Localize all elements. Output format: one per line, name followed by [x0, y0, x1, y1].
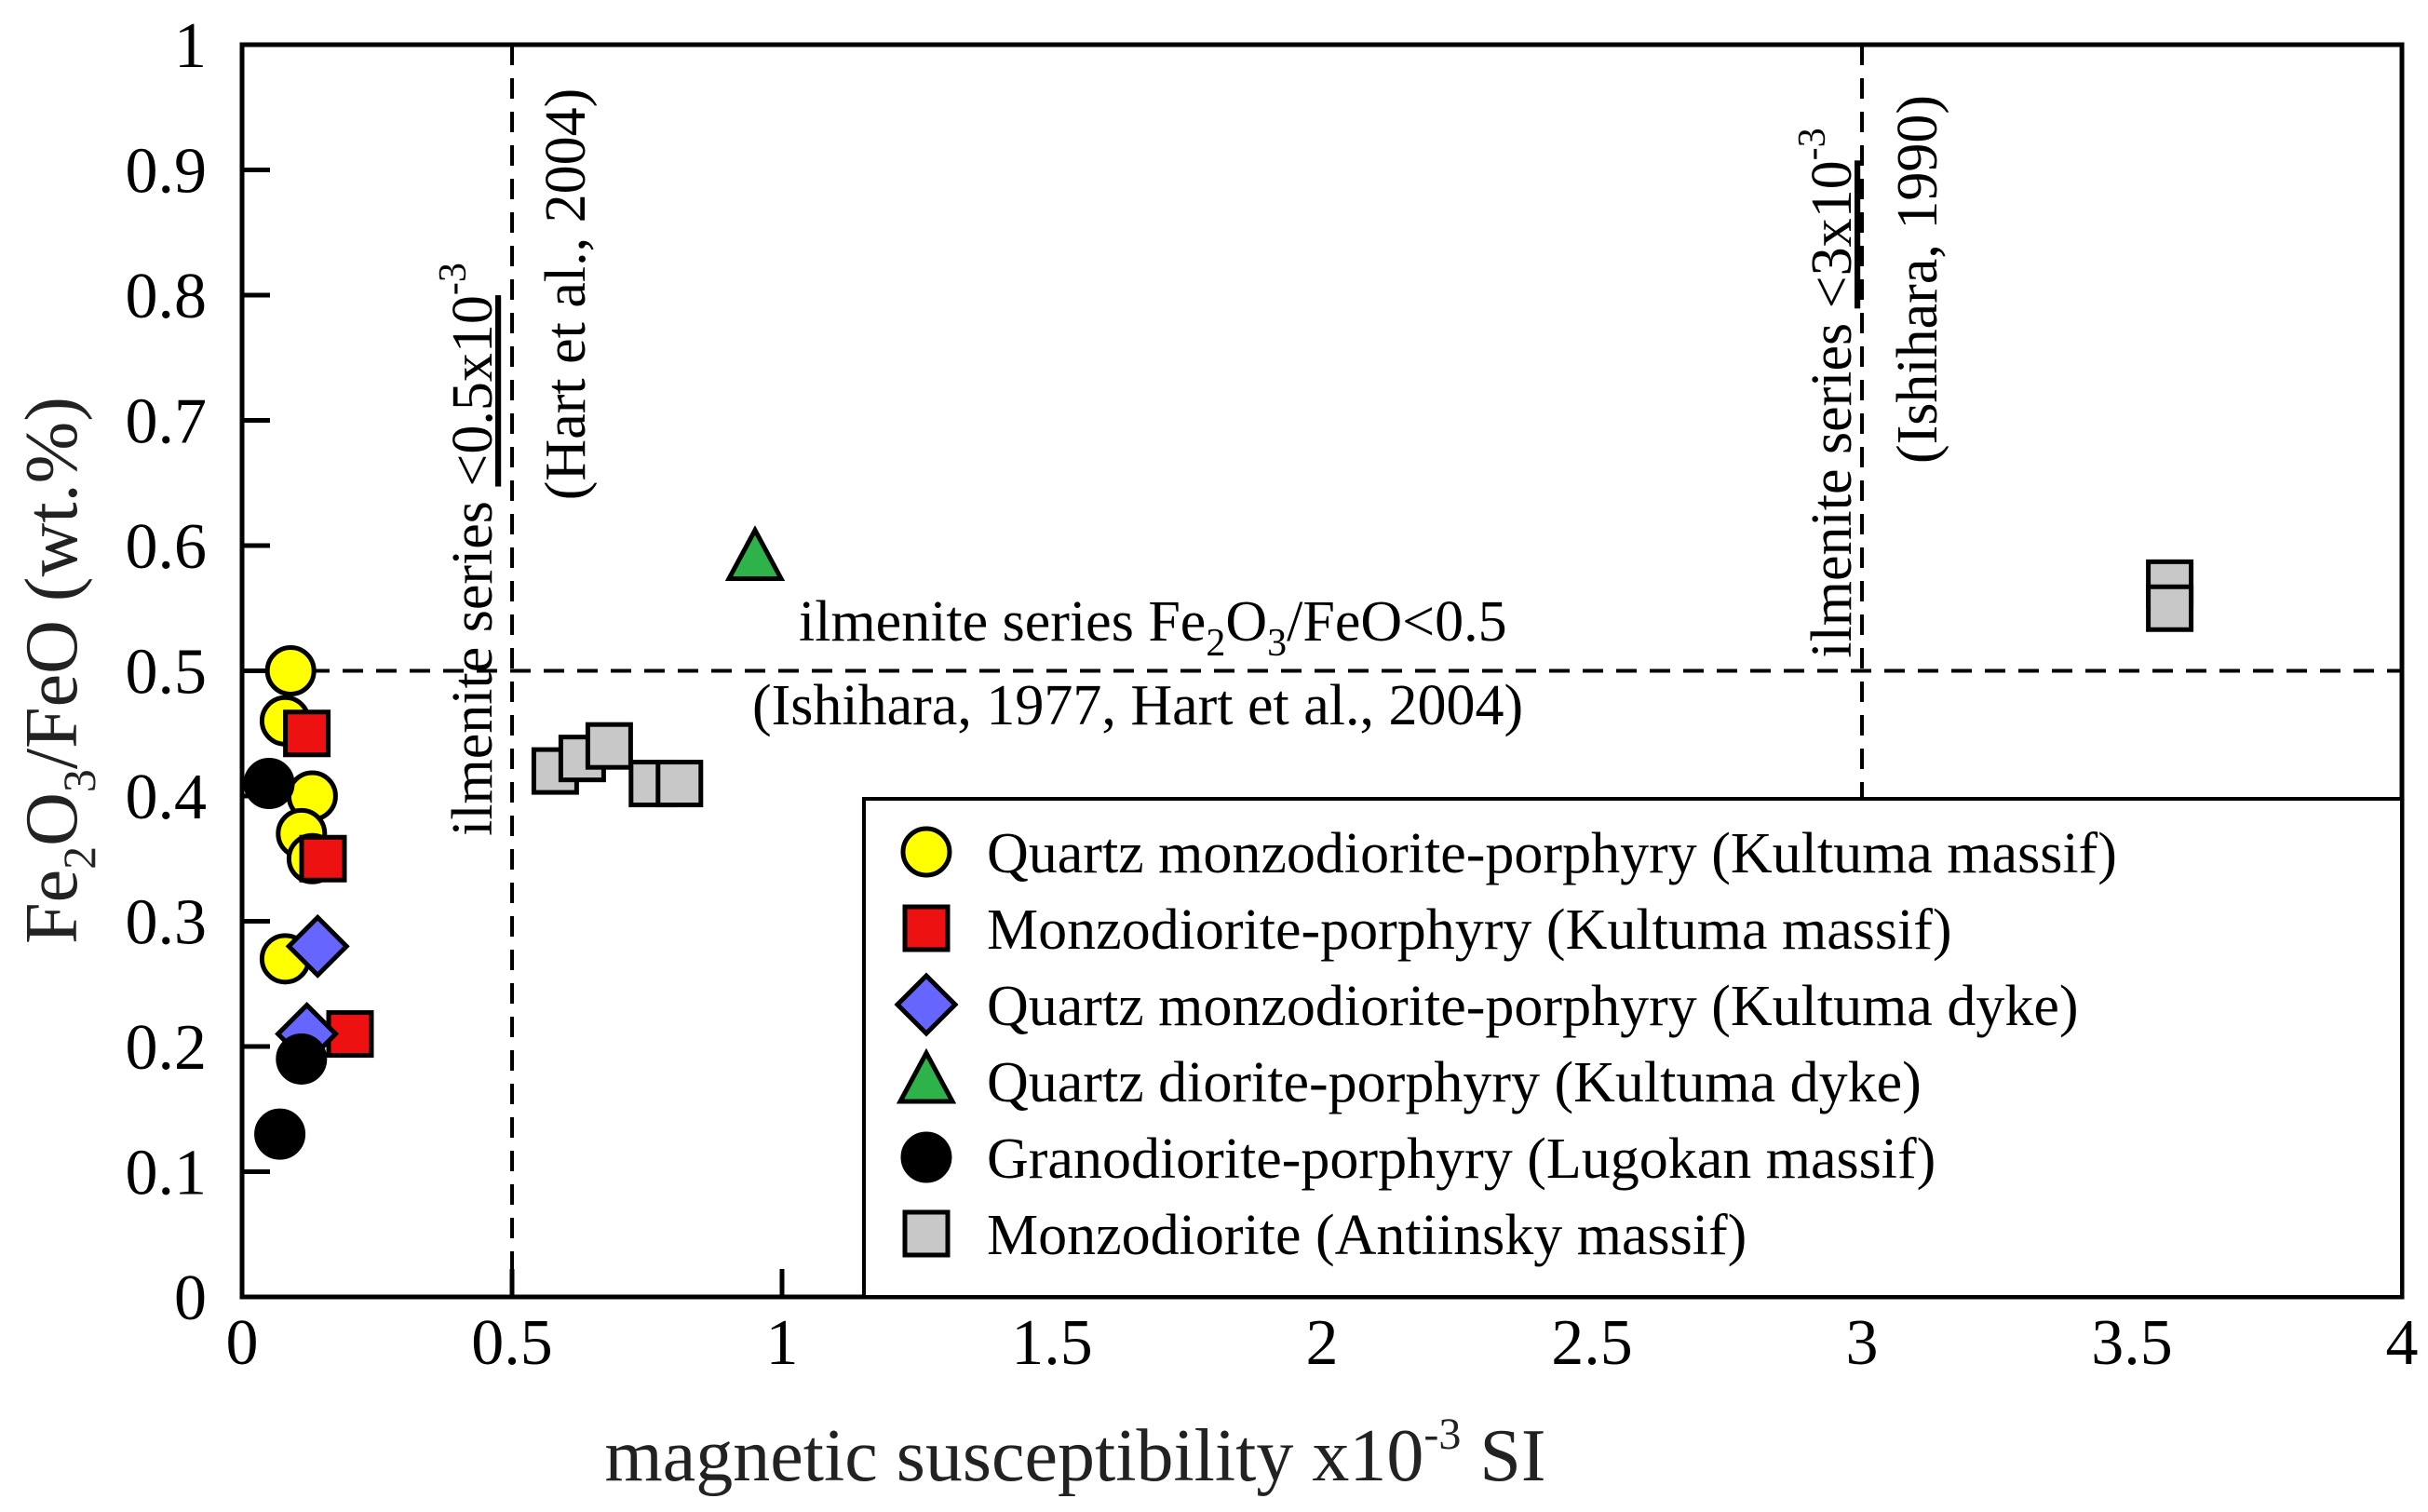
legend-marker: [900, 1131, 952, 1183]
x-axis-title: magnetic susceptibility x10-3 SI: [605, 1410, 1546, 1497]
legend-marker: [902, 1209, 951, 1258]
data-point: [285, 913, 350, 979]
x-tick-label: 0: [226, 1307, 259, 1379]
y-tick-label: 0.3: [126, 887, 208, 959]
hline-annotation-line2: (Ishihara, 1977, Hart et al., 2004): [752, 674, 1523, 737]
data-point: [243, 758, 295, 810]
legend-label: Quartz monzodiorite-porphyry (Kultuma ma…: [987, 822, 2117, 885]
data-point: [264, 645, 317, 696]
y-axis-ticks: 0 0.1 0.2 0.3 0.4 0.5 0.6 0.7 0.8 0.9 1: [126, 10, 270, 1334]
y-tick-label: 0: [174, 1262, 207, 1334]
data-point: [283, 709, 331, 758]
legend-label: Quartz monzodiorite-porphyry (Kultuma dy…: [987, 975, 2079, 1038]
data-point: [276, 1033, 328, 1085]
data-point: [585, 722, 633, 770]
y-tick-label: 0.8: [126, 261, 208, 332]
legend-label: Monzodiorite (Antiinsky massif): [987, 1204, 1747, 1267]
vline1-annotation-line1: ilmenite series <0.5x10-3: [432, 263, 505, 836]
y-tick-label: 0.1: [126, 1138, 208, 1209]
legend-marker: [896, 1047, 957, 1104]
x-axis-ticks: 0 0.5 1 1.5 2 2.5 3 3.5 4: [226, 1269, 2419, 1379]
y-tick-label: 0.2: [126, 1012, 208, 1084]
x-tick-label: 1: [766, 1307, 799, 1379]
vline2-annotation-line1: ilmenite series <3x10-3: [1791, 128, 1864, 657]
legend-label: Monzodiorite-porphyry (Kultuma massif): [987, 898, 1952, 962]
vline2-annotation-line2: (Ishihara, 1990): [1886, 95, 1949, 464]
legend-label: Granodiorite-porphyry (Lugokan massif): [987, 1127, 1936, 1191]
y-tick-label: 0.5: [126, 637, 208, 709]
y-tick-label: 1: [174, 10, 207, 82]
legend: Quartz monzodiorite-porphyry (Kultuma ma…: [862, 797, 2404, 1299]
x-tick-label: 4: [2386, 1307, 2419, 1379]
x-tick-label: 3.5: [2091, 1307, 2173, 1379]
legend-marker: [894, 972, 959, 1037]
data-point: [254, 1108, 306, 1160]
y-axis-title: Fe2O3/FeO (wt.%): [11, 397, 105, 944]
data-points: [243, 525, 2194, 1160]
legend-box: [862, 797, 2404, 1299]
y-tick-label: 0.4: [126, 762, 208, 833]
data-point: [299, 834, 347, 883]
data-point: [531, 747, 579, 795]
legend-label: Quartz diorite-porphyry (Kultuma dyke): [987, 1051, 1922, 1114]
y-tick-label: 0.6: [126, 511, 208, 583]
legend-marker: [902, 904, 951, 952]
y-tick-label: 0.9: [126, 136, 208, 208]
x-tick-label: 2: [1306, 1307, 1339, 1379]
legend-marker: [900, 826, 952, 878]
x-tick-label: 1.5: [1011, 1307, 1093, 1379]
x-tick-label: 3: [1846, 1307, 1879, 1379]
hline-annotation-line1: ilmenite series Fe2O3/FeO<0.5: [799, 590, 1507, 665]
data-point: [655, 760, 704, 808]
vline1-annotation-line2: (Hart et al., 2004): [534, 88, 598, 500]
y-tick-label: 0.7: [126, 386, 208, 458]
x-tick-label: 2.5: [1551, 1307, 1633, 1379]
data-point: [2146, 584, 2194, 632]
x-tick-label: 0.5: [471, 1307, 553, 1379]
data-point: [724, 525, 786, 581]
